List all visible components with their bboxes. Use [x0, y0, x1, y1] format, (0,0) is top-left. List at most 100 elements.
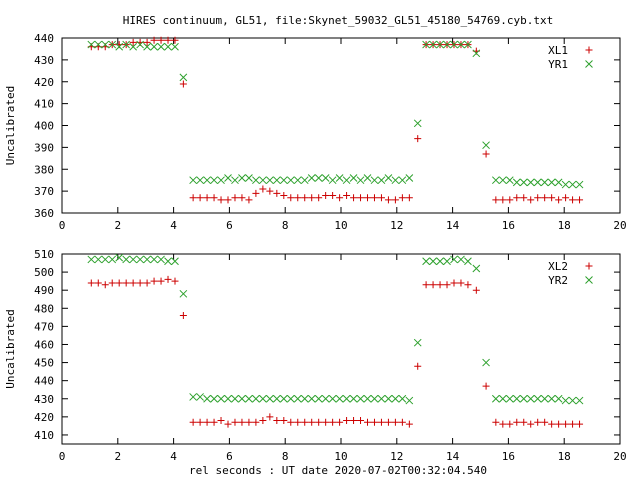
data-point [498, 176, 507, 185]
data-point [179, 73, 188, 82]
data-point [414, 362, 422, 370]
legend-marker [585, 60, 593, 68]
data-point [136, 40, 144, 49]
x-tick-label: 10 [334, 450, 347, 463]
x-tick-label: 16 [502, 219, 515, 232]
chart-title: HIRES continuum, GL51, file:Skynet_59032… [123, 14, 553, 27]
data-point [391, 176, 400, 185]
data-point [314, 394, 323, 403]
data-point [457, 279, 465, 287]
data-point [164, 36, 172, 44]
legend-marker [585, 46, 593, 54]
data-point [259, 416, 267, 424]
data-point [280, 416, 288, 424]
y-tick-label: 360 [34, 207, 54, 220]
data-point [321, 174, 330, 182]
data-point [94, 279, 102, 287]
legend-label: XL1 [548, 44, 568, 57]
x-tick-label: 10 [334, 219, 347, 232]
series-yr1 [87, 40, 584, 189]
data-point [245, 196, 253, 204]
x-tick-label: 14 [446, 219, 460, 232]
data-point [498, 394, 507, 403]
data-point [576, 420, 584, 428]
data-point [413, 338, 422, 347]
data-point [405, 174, 414, 182]
legend-label: YR2 [548, 274, 568, 287]
data-point [301, 194, 309, 202]
y-tick-label: 420 [34, 411, 54, 424]
data-point [384, 394, 393, 403]
data-point [328, 394, 337, 403]
data-point [506, 420, 514, 428]
data-point [377, 418, 385, 426]
data-point [115, 253, 124, 262]
data-point [122, 40, 131, 49]
data-point [224, 394, 232, 403]
data-point [238, 394, 246, 403]
data-point [472, 49, 481, 58]
data-point [555, 196, 563, 204]
y-tick-label: 400 [34, 120, 54, 133]
data-point [482, 141, 490, 150]
series-xl2 [87, 275, 584, 428]
data-point [307, 174, 316, 182]
data-point [336, 418, 344, 426]
data-point [143, 279, 151, 287]
data-point [329, 418, 337, 426]
data-point [391, 196, 399, 204]
data-point [413, 119, 422, 128]
data-point [210, 394, 218, 403]
data-point [189, 393, 197, 401]
data-point [279, 394, 288, 403]
series-yr2 [87, 253, 584, 405]
data-point [245, 418, 253, 426]
y-tick-label: 370 [34, 185, 54, 198]
data-point [363, 174, 372, 182]
data-point [527, 196, 535, 204]
y-tick-label: 440 [34, 375, 54, 388]
data-point [541, 194, 549, 202]
x-tick-label: 2 [114, 219, 121, 232]
data-point [300, 394, 309, 403]
x-tick-label: 8 [282, 450, 289, 463]
data-point [443, 257, 451, 266]
data-point [554, 178, 563, 187]
data-point [287, 418, 295, 426]
data-point [492, 196, 500, 204]
data-point [321, 394, 330, 403]
data-point [293, 394, 302, 403]
data-point [540, 394, 549, 403]
data-point [568, 396, 577, 405]
data-point [238, 418, 246, 426]
data-point [300, 176, 309, 185]
data-point [108, 255, 117, 264]
data-point [115, 279, 123, 287]
data-point [129, 255, 137, 264]
data-point [252, 189, 260, 197]
x-tick-label: 0 [59, 219, 66, 232]
data-point [492, 418, 500, 426]
data-point [293, 176, 302, 185]
data-point [349, 174, 358, 182]
data-point [315, 194, 323, 202]
data-point [179, 289, 188, 298]
data-point [464, 257, 472, 266]
data-point [576, 196, 584, 204]
data-point [370, 418, 378, 426]
data-point [342, 394, 351, 403]
x-tick-label: 16 [502, 450, 515, 463]
data-point [179, 80, 187, 88]
data-point [482, 382, 490, 390]
plot-frame [61, 37, 621, 214]
y-tick-label: 410 [34, 429, 54, 442]
data-point [398, 176, 407, 185]
data-point [279, 176, 288, 185]
data-point [101, 255, 110, 264]
data-point [307, 394, 316, 403]
data-point [136, 279, 144, 287]
data-point [101, 40, 110, 49]
data-point [259, 185, 267, 193]
data-point [342, 176, 351, 185]
